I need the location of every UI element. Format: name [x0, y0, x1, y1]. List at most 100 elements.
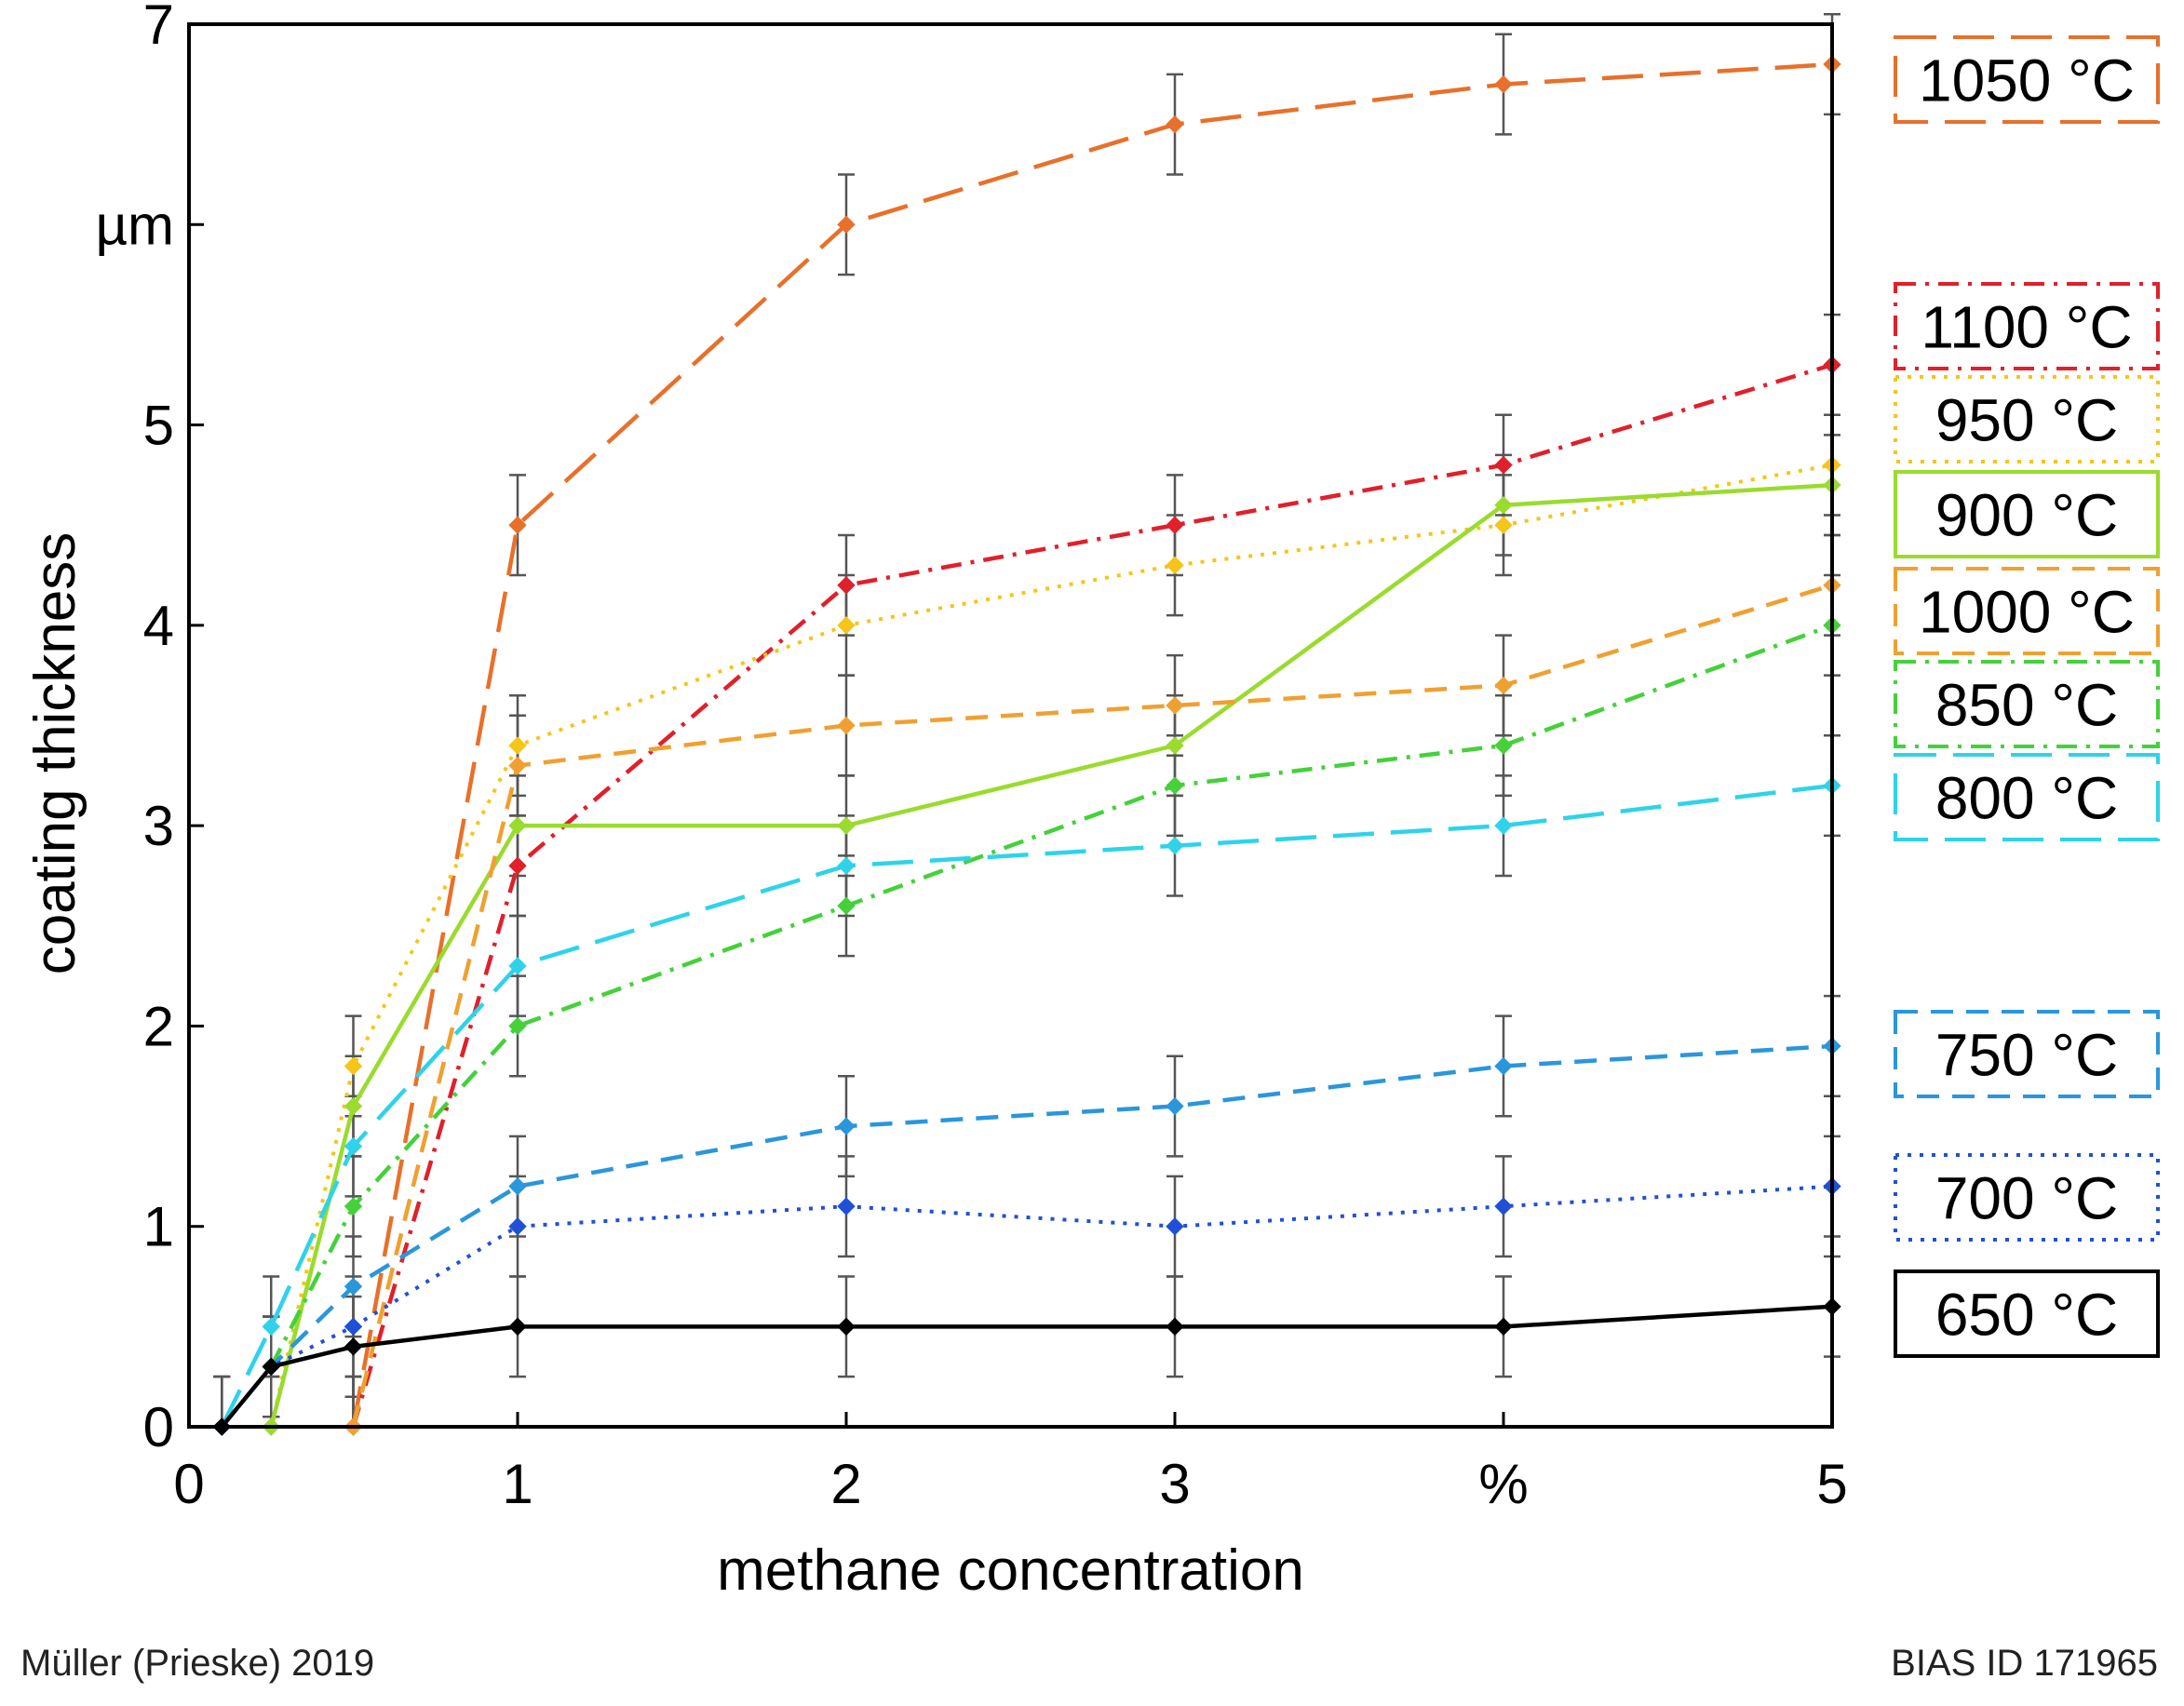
legend-label-1050-c: 1050 °C — [1919, 47, 2135, 114]
legend-swatch-750-c — [1894, 1010, 2160, 1098]
data-point-1100-c — [1494, 455, 1513, 475]
data-point-900-c — [1494, 495, 1513, 515]
data-point-950-c — [344, 1056, 363, 1076]
legend-entry-1050-c: 1050 °C — [1894, 35, 2160, 124]
legend-label-1000-c: 1000 °C — [1919, 579, 2135, 646]
series-line-1000-c — [351, 583, 1833, 1428]
legend-label-650-c: 650 °C — [1935, 1282, 2118, 1349]
data-point-850-c — [1166, 776, 1184, 795]
y-tick-label: 5 — [143, 395, 174, 457]
data-point-950-c — [1166, 556, 1184, 574]
data-point-1000-c — [837, 716, 856, 735]
series-line-900-c — [269, 482, 1833, 1428]
data-point-750-c — [1166, 1096, 1184, 1116]
legend-entry-850-c: 850 °C — [1894, 660, 2160, 748]
data-point-1050-c — [508, 516, 527, 534]
data-point-650-c — [262, 1357, 280, 1377]
x-axis-title: methane concentration — [717, 1538, 1304, 1603]
x-tick-label: 0 — [173, 1453, 204, 1515]
x-tick-label: % — [1478, 1453, 1528, 1515]
data-point-1100-c — [837, 576, 856, 595]
legend-swatch-800-c — [1894, 753, 2160, 841]
x-tick-label: 2 — [830, 1453, 861, 1515]
data-point-700-c — [1166, 1217, 1184, 1236]
data-point-650-c — [837, 1317, 856, 1337]
legend-swatch-650-c — [1894, 1269, 2160, 1358]
data-point-850-c — [837, 896, 856, 915]
legend-label-800-c: 800 °C — [1935, 765, 2118, 832]
data-point-750-c — [1494, 1056, 1513, 1076]
data-point-650-c — [1166, 1317, 1184, 1337]
series-line-850-c — [269, 623, 1833, 1368]
y-tick-label: µm — [95, 194, 174, 256]
data-point-650-c — [344, 1337, 363, 1356]
error-bars — [213, 12, 1840, 1429]
x-tick-label: 3 — [1159, 1453, 1190, 1515]
data-point-950-c — [508, 736, 527, 755]
data-point-800-c — [344, 1136, 363, 1156]
y-tick-label: 7 — [143, 0, 174, 56]
legend-label-750-c: 750 °C — [1935, 1022, 2118, 1089]
y-tick-label: 3 — [143, 795, 174, 857]
data-point-800-c — [1166, 836, 1184, 855]
data-point-1050-c — [1166, 114, 1184, 134]
data-point-900-c — [1166, 736, 1184, 755]
data-point-850-c — [344, 1197, 363, 1216]
series-line-750-c — [220, 1043, 1833, 1429]
legend-swatch-1000-c — [1894, 567, 2160, 655]
bias-id: BIAS ID 171965 — [1891, 1643, 2158, 1684]
legend-label-1100-c: 1100 °C — [1921, 294, 2132, 361]
legend-entry-800-c: 800 °C — [1894, 753, 2160, 841]
legend: 1050 °C 1100 °C 950 °C 900 °C 1000 °C 850 °C 8… — [1894, 35, 2160, 1358]
data-point-800-c — [1494, 816, 1513, 835]
data-point-750-c — [508, 1176, 527, 1196]
data-point-1000-c — [1494, 676, 1513, 695]
data-point-750-c — [837, 1117, 856, 1135]
series-line-950-c — [269, 463, 1833, 1428]
data-point-900-c — [837, 816, 856, 835]
data-point-1000-c — [1166, 696, 1184, 715]
data-point-700-c — [837, 1197, 856, 1216]
legend-entry-650-c: 650 °C — [1894, 1269, 2160, 1358]
legend-entry-1000-c: 1000 °C — [1894, 567, 2160, 655]
legend-swatch-1100-c — [1894, 282, 2160, 370]
legend-label-900-c: 900 °C — [1935, 482, 2118, 549]
legend-entry-1100-c: 1100 °C — [1894, 282, 2160, 370]
legend-swatch-900-c — [1894, 470, 2160, 558]
data-point-750-c — [344, 1277, 363, 1296]
data-point-950-c — [837, 616, 856, 635]
data-point-900-c — [508, 816, 527, 835]
series-lines — [220, 61, 1833, 1429]
data-point-1000-c — [508, 756, 527, 775]
legend-entry-950-c: 950 °C — [1894, 375, 2160, 463]
legend-swatch-700-c — [1894, 1153, 2160, 1242]
data-point-650-c — [1494, 1317, 1513, 1337]
legend-entry-750-c: 750 °C — [1894, 1010, 2160, 1098]
legend-entry-900-c: 900 °C — [1894, 470, 2160, 558]
data-point-800-c — [508, 957, 527, 975]
legend-swatch-950-c — [1894, 375, 2160, 463]
axis-ticks — [187, 22, 1834, 1429]
legend-entry-700-c: 700 °C — [1894, 1153, 2160, 1242]
y-tick-label: 1 — [143, 1196, 174, 1258]
y-tick-label: 2 — [143, 995, 174, 1057]
legend-swatch-1050-c — [1894, 35, 2160, 124]
series-line-800-c — [220, 783, 1833, 1428]
x-tick-label: 1 — [502, 1453, 533, 1515]
data-point-1100-c — [508, 856, 527, 875]
series-line-650-c — [220, 1304, 1833, 1429]
legend-label-850-c: 850 °C — [1935, 672, 2118, 739]
y-tick-label: 4 — [143, 595, 174, 657]
data-point-850-c — [1494, 736, 1513, 755]
plot-frame — [187, 22, 1834, 1429]
data-point-1050-c — [837, 215, 856, 234]
data-point-900-c — [344, 1096, 363, 1116]
series-line-1050-c — [351, 61, 1833, 1428]
legend-label-700-c: 700 °C — [1935, 1165, 2118, 1232]
data-point-650-c — [508, 1317, 527, 1337]
author-credit: Müller (Prieske) 2019 — [20, 1643, 375, 1684]
legend-label-950-c: 950 °C — [1935, 387, 2118, 454]
data-point-700-c — [344, 1317, 363, 1337]
data-point-800-c — [837, 856, 856, 875]
data-point-800-c — [262, 1317, 280, 1337]
